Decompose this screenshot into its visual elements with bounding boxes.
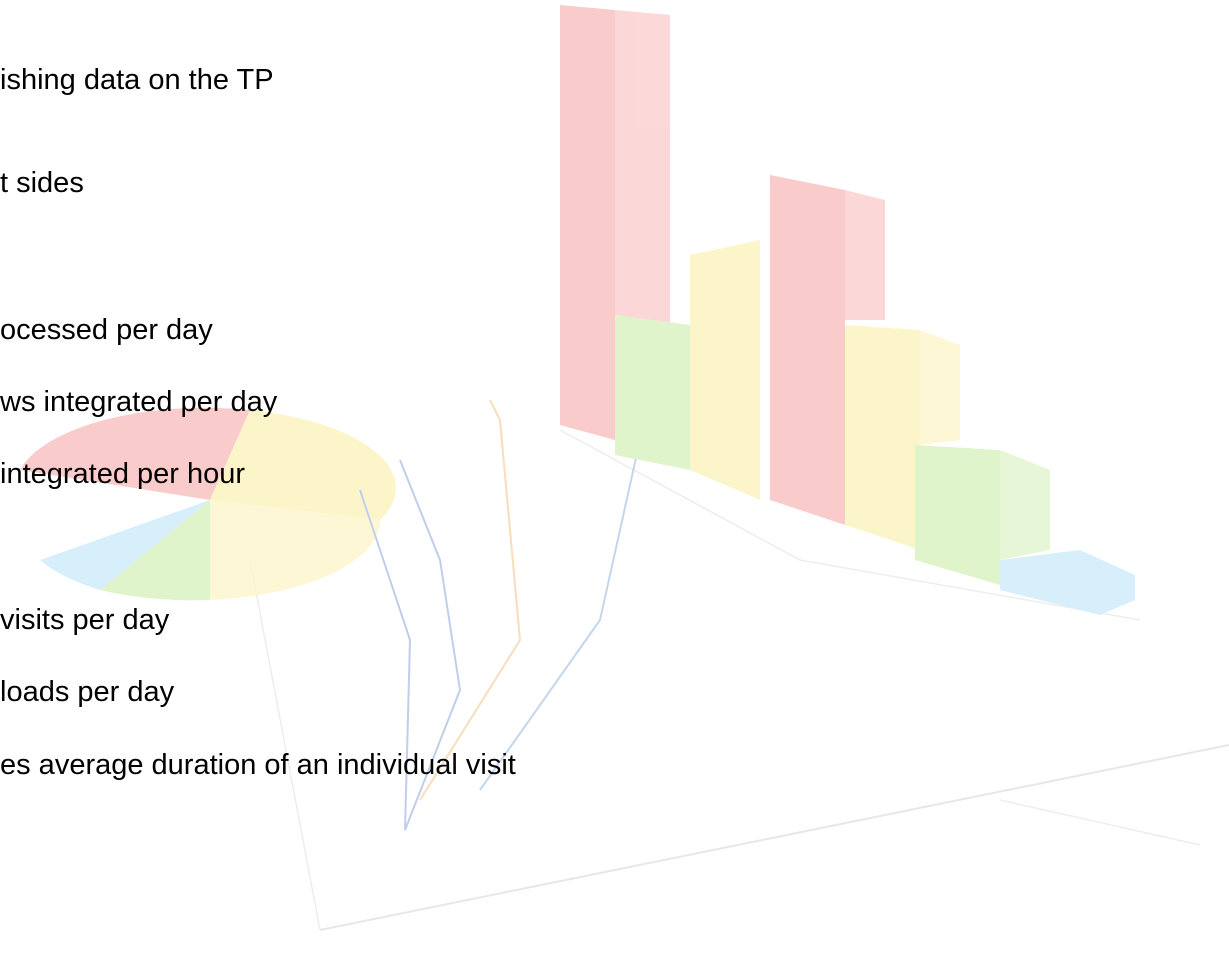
text-line: loads per day bbox=[0, 674, 174, 710]
text-line: es average duration of an individual vis… bbox=[0, 747, 516, 783]
text-line: t sides bbox=[0, 165, 84, 201]
text-line: ishing data on the TP bbox=[0, 62, 274, 98]
slide: {"lines": ["ishing data on the TP", "t s… bbox=[0, 0, 1229, 962]
text-line: ws integrated per day bbox=[0, 384, 277, 420]
text-line: integrated per hour bbox=[0, 456, 245, 492]
text-line: visits per day bbox=[0, 602, 169, 638]
text-line: ocessed per day bbox=[0, 312, 213, 348]
